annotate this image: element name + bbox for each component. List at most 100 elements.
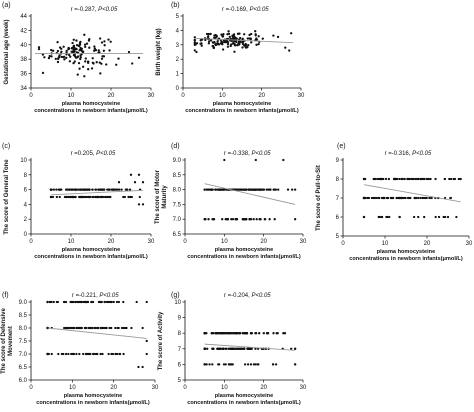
data-point [254, 30, 257, 33]
data-point [67, 48, 70, 51]
data-point [241, 46, 244, 49]
data-point [231, 363, 234, 366]
data-point [244, 332, 248, 335]
y-axis-title: The score of General Tone [4, 159, 10, 235]
data-point [57, 56, 60, 59]
data-point [84, 60, 87, 63]
data-points [37, 33, 141, 78]
data-point [99, 72, 102, 75]
data-point [219, 188, 222, 191]
data-point [74, 195, 77, 199]
data-point [233, 50, 236, 53]
x-tick-label: 0 [29, 93, 33, 99]
y-tick-label: 7.5 [173, 202, 182, 208]
y-tick-label: 8.0 [173, 188, 182, 194]
data-point [63, 300, 66, 304]
data-point [425, 177, 428, 181]
data-point [252, 218, 255, 221]
y-tick-label: 36 [20, 72, 27, 78]
data-point [231, 347, 234, 350]
data-point [275, 332, 278, 335]
x-axis-title: plasma homocysteine concentrations in new… [34, 247, 148, 260]
data-point [117, 57, 120, 60]
x-tick-label: 10 [68, 93, 75, 99]
data-point [262, 332, 265, 335]
data-point [69, 55, 72, 58]
data-point [65, 195, 68, 199]
data-point [249, 363, 253, 366]
data-point [90, 67, 94, 70]
data-point [261, 37, 264, 40]
data-point [227, 32, 231, 36]
data-point [37, 47, 41, 51]
data-point [264, 218, 267, 221]
y-tick-label: 6 [336, 215, 340, 221]
data-point [100, 188, 103, 191]
data-point [259, 218, 262, 221]
x-tick-label: 30 [300, 239, 307, 245]
y-axis-title: The score of DefensiveMovement [1, 307, 14, 373]
y-tick-label: 9.0 [19, 300, 28, 306]
data-point [64, 300, 68, 304]
data-point [212, 218, 215, 221]
data-point [255, 332, 258, 335]
data-point [227, 347, 230, 350]
data-point [379, 177, 382, 181]
data-point [204, 38, 207, 42]
data-point [247, 44, 250, 47]
data-point [193, 41, 196, 44]
data-point [80, 300, 84, 304]
data-point [219, 347, 222, 350]
data-point [145, 339, 148, 343]
data-point [85, 326, 88, 330]
data-point [231, 42, 235, 45]
data-point [41, 53, 45, 56]
data-point [226, 45, 230, 48]
regression-line [363, 184, 461, 203]
data-point [52, 188, 55, 191]
data-point [250, 188, 254, 191]
data-point [286, 188, 290, 191]
data-point [290, 347, 293, 350]
data-point [70, 188, 73, 191]
data-point [419, 196, 422, 200]
y-tick-label: 8.5 [173, 173, 182, 179]
data-point [102, 188, 105, 191]
data-point [238, 188, 242, 191]
correlation-stat: r =-0.316, P<0.05 [385, 151, 432, 157]
data-point [412, 215, 416, 219]
y-tick-label: 10 [20, 158, 27, 164]
data-point [408, 177, 412, 181]
data-point [224, 41, 228, 44]
x-tick-label: 30 [152, 385, 159, 391]
data-point [82, 352, 85, 356]
data-point [85, 352, 88, 356]
data-point [112, 188, 115, 191]
data-point [205, 363, 208, 366]
data-point [455, 215, 458, 219]
data-point [222, 188, 225, 191]
data-point [428, 196, 431, 200]
panel-label: (e) [337, 143, 346, 150]
data-point [120, 188, 123, 191]
data-point [88, 37, 91, 41]
data-point [417, 215, 420, 219]
data-point [384, 177, 388, 181]
data-point [98, 61, 101, 64]
data-point [293, 363, 297, 366]
data-point [97, 49, 100, 52]
data-point [206, 347, 209, 350]
data-point [56, 40, 59, 44]
data-point [128, 188, 132, 191]
y-tick-label: 2 [176, 57, 180, 63]
data-point [414, 177, 417, 181]
data-point [246, 363, 250, 366]
data-point [226, 41, 230, 44]
data-point [111, 352, 115, 356]
data-point [62, 56, 65, 59]
data-point [387, 177, 391, 181]
data-point [217, 42, 220, 45]
data-points [362, 177, 462, 219]
data-point [123, 195, 127, 199]
